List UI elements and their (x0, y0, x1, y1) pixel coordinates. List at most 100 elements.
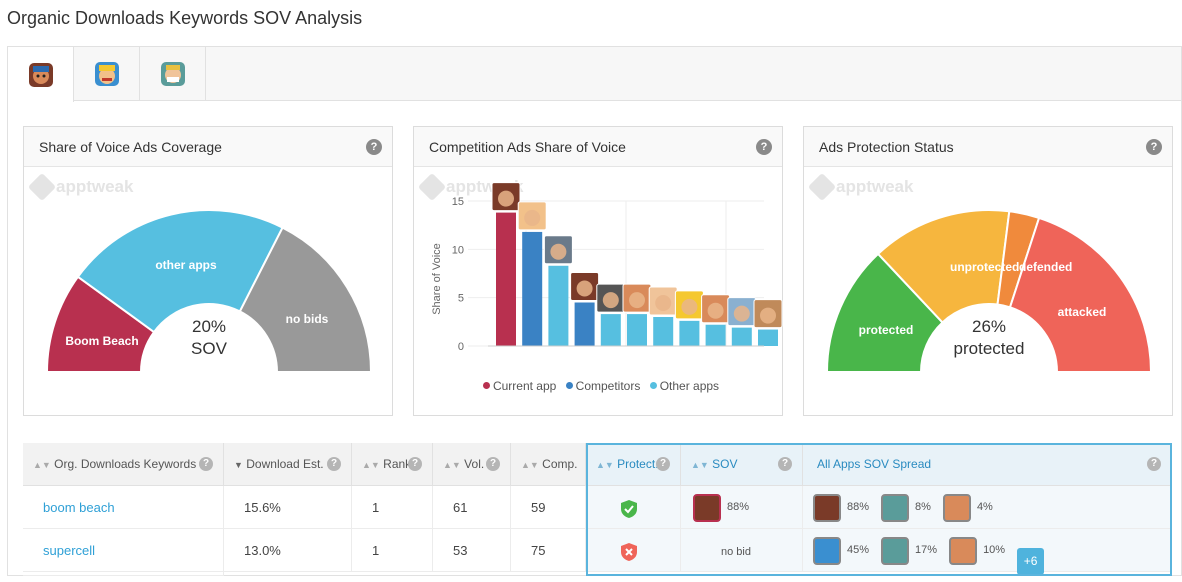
cell-protect (586, 486, 681, 529)
help-icon[interactable]: ? (199, 457, 213, 471)
bar-app-icon (543, 235, 573, 265)
help-icon[interactable]: ? (778, 457, 792, 471)
header-label: SOV (712, 457, 738, 471)
bar-4[interactable] (600, 314, 621, 346)
bar-7[interactable] (679, 320, 700, 346)
sov-coverage-gauge: Boom Beach other apps no bids 20% SOV (45, 209, 373, 373)
cell-value: 1 (372, 543, 380, 558)
coverage-segment-no-bids[interactable] (238, 226, 373, 373)
clash-royale-app-icon (160, 62, 185, 86)
bar-app-icon (491, 182, 521, 212)
bar-app-icon (622, 283, 652, 313)
cell-rank: 1 (352, 529, 433, 572)
protection-segment-unprotected[interactable] (876, 209, 1011, 324)
col-header-keyword[interactable]: ▲▼ Org. Downloads Keywords ? (23, 443, 224, 486)
bar-6[interactable] (653, 317, 674, 346)
bar-5[interactable] (627, 314, 647, 346)
bar-app-icon (570, 272, 600, 301)
legend-current-app[interactable]: Current app (492, 379, 557, 393)
legend-competitors[interactable]: Competitors (575, 379, 641, 393)
tab-clash-royale[interactable] (140, 47, 206, 101)
bar-app-icon (648, 286, 678, 316)
cell-rank: 1 (352, 486, 433, 529)
bar-1[interactable] (522, 231, 543, 346)
sort-icon: ▲▼ (443, 460, 461, 470)
cell-sov-spread: 88% 8% 4% (803, 486, 1172, 529)
bar-9[interactable] (731, 327, 752, 346)
sort-icon: ▲▼ (521, 460, 539, 470)
protection-label: attacked (1058, 305, 1107, 319)
bar-3[interactable] (574, 302, 595, 347)
unprotected-shield-icon (621, 542, 637, 561)
coverage-center-value: 20% (192, 317, 226, 336)
keywords-table: ▲▼ Org. Downloads Keywords ? ▼ Download … (23, 443, 1172, 576)
y-tick-label: 0 (458, 341, 464, 353)
cell-keyword[interactable]: supercell (23, 529, 224, 572)
legend-competitors-dot (565, 382, 573, 389)
col-header-download[interactable]: ▼ Download Est. ? (224, 443, 352, 486)
cell-vol: 61 (433, 486, 511, 529)
col-header-spread[interactable]: All Apps SOV Spread ? (803, 443, 1172, 486)
col-header-sov[interactable]: ▲▼ SOV ? (681, 443, 803, 486)
y-tick-label: 15 (452, 196, 464, 208)
help-icon[interactable]: ? (756, 139, 772, 155)
keyword-link[interactable]: supercell (43, 543, 96, 558)
competition-sov-panel: Competition Ads Share of Voice ? apptwea… (413, 126, 783, 416)
protection-center-value: 26% (972, 317, 1006, 336)
help-icon[interactable]: ? (1146, 139, 1162, 155)
bar-8[interactable] (705, 324, 726, 346)
sort-icon: ▲▼ (33, 460, 51, 470)
col-header-comp[interactable]: ▲▼ Comp. (511, 443, 586, 486)
spread-value: 4% (976, 501, 993, 513)
header-label: Org. Downloads Keywords (54, 457, 197, 471)
sort-icon: ▲▼ (691, 460, 709, 470)
cell-keyword[interactable]: boom beach (23, 486, 224, 529)
header-label: Protect. (617, 457, 659, 471)
sov-value: 88% (727, 501, 750, 513)
cell-download: 13.0% (224, 529, 352, 572)
help-icon[interactable]: ? (486, 457, 500, 471)
protection-label: protected (859, 323, 914, 337)
legend-other-apps[interactable]: Other apps (659, 379, 720, 393)
header-label: Vol. (464, 457, 485, 471)
col-header-rank[interactable]: ▲▼ Rank ? (352, 443, 433, 486)
spread-app[interactable]: 8% (881, 486, 931, 529)
spread-app[interactable]: 88% (813, 486, 869, 529)
help-icon[interactable]: ? (656, 457, 670, 471)
bar-2[interactable] (548, 265, 569, 346)
spread-app[interactable]: 17% (881, 529, 937, 572)
bar-app-icon (753, 299, 783, 329)
header-label: Download Est. (246, 457, 324, 471)
help-icon[interactable]: ? (408, 457, 422, 471)
sov-no-bid: no bid (721, 546, 751, 558)
help-icon[interactable]: ? (366, 139, 382, 155)
competition-bar-chart: 0 5 10 15 Share of Voice (431, 182, 783, 353)
spread-app[interactable]: 45% (813, 529, 869, 572)
clash-royale-app-icon (881, 536, 910, 565)
help-icon[interactable]: ? (1147, 457, 1161, 471)
tab-clash-of-clans[interactable] (74, 47, 140, 101)
panel-title-text: Competition Ads Share of Voice (429, 139, 626, 155)
spread-app[interactable]: 10% (949, 529, 1005, 572)
coverage-segment-other-apps[interactable] (76, 209, 284, 334)
help-icon[interactable]: ? (327, 457, 341, 471)
col-header-protect[interactable]: ▲▼ Protect. ? (586, 443, 681, 486)
spread-value: 45% (847, 544, 870, 556)
bar-0[interactable] (496, 212, 516, 346)
clash-of-clans-app-icon (94, 62, 119, 86)
col-header-vol[interactable]: ▲▼ Vol. ? (433, 443, 511, 486)
bar-10[interactable] (758, 329, 778, 346)
boom-beach-alt-app-icon (942, 493, 971, 522)
cell-value: 61 (453, 500, 468, 515)
bar-app-icon (596, 283, 626, 313)
protection-segment-attacked[interactable] (1008, 216, 1153, 373)
protection-center-label: protected (954, 339, 1025, 358)
coverage-label: no bids (286, 312, 329, 326)
tab-boom-beach[interactable] (8, 47, 74, 102)
more-apps-badge[interactable]: +6 (1017, 547, 1045, 575)
apptweak-watermark: apptweak (27, 172, 133, 202)
keyword-link[interactable]: boom beach (43, 500, 115, 515)
spread-app[interactable]: 4% (942, 486, 993, 529)
coverage-label: other apps (155, 258, 217, 272)
cell-vol: 53 (433, 529, 511, 572)
